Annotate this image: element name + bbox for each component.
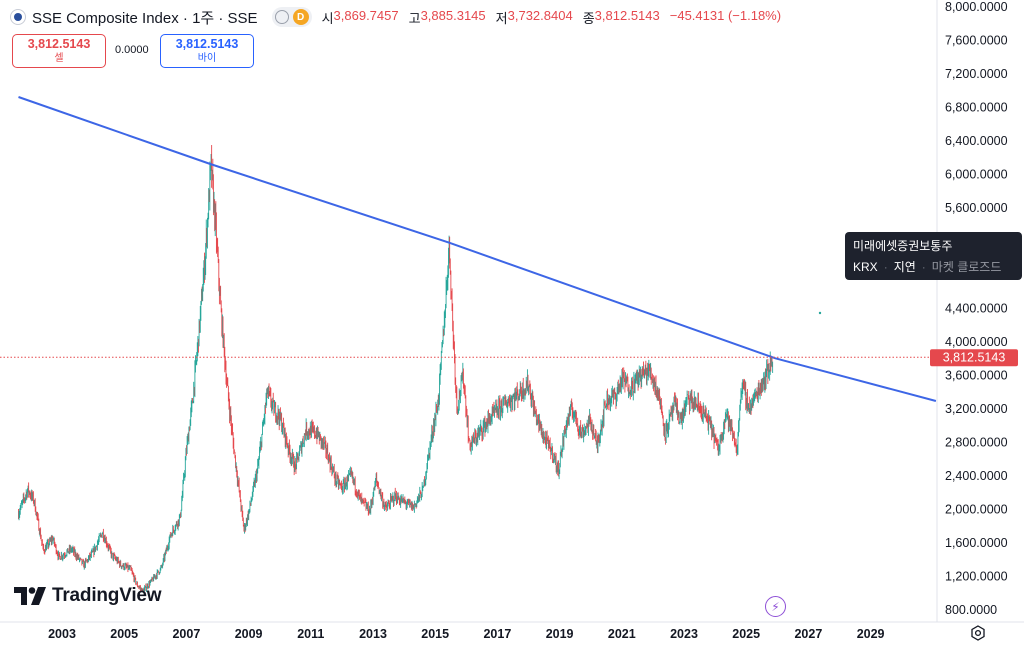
- y-tick-label: 3,600.0000: [945, 369, 1008, 383]
- y-tick-label: 4,400.0000: [945, 302, 1008, 316]
- x-tick-label: 2013: [359, 627, 387, 641]
- tooltip-name: 미래에셋증권보통주: [853, 239, 953, 253]
- sell-label: 셀: [54, 53, 64, 64]
- x-tick-label: 2009: [235, 627, 263, 641]
- data-badge: D: [292, 9, 309, 25]
- x-tick-label: 2003: [48, 627, 76, 641]
- y-tick-label: 3,200.0000: [945, 402, 1008, 416]
- close-label: 종: [582, 10, 595, 26]
- y-tick-label: 2,000.0000: [945, 503, 1008, 517]
- x-tick-label: 2019: [546, 627, 574, 641]
- ohlc-values: 시 3,869.7457 고 3,885.3145 저 3,732.8404 종 3,8…: [322, 8, 792, 27]
- marker-dot: [818, 311, 822, 315]
- x-tick-label: 2027: [794, 627, 822, 641]
- x-tick-label: 2011: [297, 627, 324, 641]
- change-value: −45.4131 (−1.18%): [669, 7, 782, 23]
- y-tick-label: 6,000.0000: [945, 168, 1008, 182]
- trend-line: [18, 96, 937, 402]
- gear-icon[interactable]: [970, 625, 986, 641]
- symbol-title[interactable]: SSE Composite Index · 1주 · SSE: [32, 9, 258, 27]
- tradingview-wordmark: TradingView: [52, 585, 162, 606]
- x-tick-label: 2023: [670, 627, 698, 641]
- tooltip-market-status: 마켓 클로즈드: [931, 260, 1002, 274]
- low-label: 저: [495, 10, 508, 26]
- close-value: 3,812.5143: [594, 7, 660, 23]
- y-tick-label: 2,400.0000: [945, 469, 1008, 483]
- y-tick-label: 4,000.0000: [945, 335, 1008, 349]
- open-label: 시: [321, 10, 334, 26]
- y-tick-label: 8,000.0000: [945, 0, 1008, 14]
- sell-price: 3,812.5143: [27, 37, 91, 51]
- y-tick-label: 800.0000: [945, 603, 997, 617]
- buy-button[interactable]: 3,812.5143 바이: [160, 34, 254, 68]
- x-tick-label: 2007: [172, 627, 200, 641]
- symbol-header: SSE Composite Index · 1주 · SSE D 시 3,869.…: [10, 6, 791, 28]
- visibility-icon: [274, 10, 289, 24]
- open-value: 3,869.7457: [333, 7, 399, 23]
- symbol-tooltip: 미래에셋증권보통주 KRX · 지연 · 마켓 클로즈드: [845, 232, 1022, 280]
- y-tick-label: 2,800.0000: [945, 436, 1008, 450]
- high-value: 3,885.3145: [420, 7, 486, 23]
- x-tick-label: 2029: [857, 627, 885, 641]
- x-tick-label: 2015: [421, 627, 449, 641]
- x-tick-label: 2025: [732, 627, 760, 641]
- tooltip-delay: 지연: [893, 260, 916, 274]
- sell-button[interactable]: 3,812.5143 셀: [12, 34, 106, 68]
- spread-value: 0.0000: [115, 44, 149, 56]
- buy-price: 3,812.5143: [175, 37, 239, 51]
- y-tick-label: 1,600.0000: [945, 536, 1008, 550]
- low-value: 3,732.8404: [507, 7, 573, 23]
- buy-label: 바이: [197, 53, 217, 64]
- tooltip-status-row: KRX · 지연 · 마켓 클로즈드: [853, 260, 1002, 274]
- last-price-badge: [930, 349, 1018, 367]
- y-tick-label: 7,600.0000: [945, 34, 1008, 48]
- y-tick-label: 5,600.0000: [945, 201, 1008, 215]
- last-price-label: 3,812.5143: [943, 351, 1006, 365]
- tooltip-exchange: KRX: [853, 260, 878, 274]
- status-pill[interactable]: D: [271, 7, 312, 27]
- y-tick-label: 1,200.0000: [945, 570, 1008, 584]
- lightning-icon[interactable]: ⚡: [765, 596, 786, 617]
- y-tick-label: 6,800.0000: [945, 101, 1008, 115]
- tradingview-logo[interactable]: TradingView: [14, 585, 162, 607]
- high-label: 고: [408, 10, 421, 26]
- y-tick-label: 6,400.0000: [945, 134, 1008, 148]
- y-tick-label: 7,200.0000: [945, 67, 1008, 81]
- x-tick-label: 2005: [110, 627, 138, 641]
- x-tick-label: 2021: [608, 627, 636, 641]
- candles-group: [18, 145, 774, 593]
- x-tick-label: 2017: [483, 627, 511, 641]
- sse-logo-icon: [10, 9, 26, 25]
- tradingview-mark-icon: [14, 587, 46, 605]
